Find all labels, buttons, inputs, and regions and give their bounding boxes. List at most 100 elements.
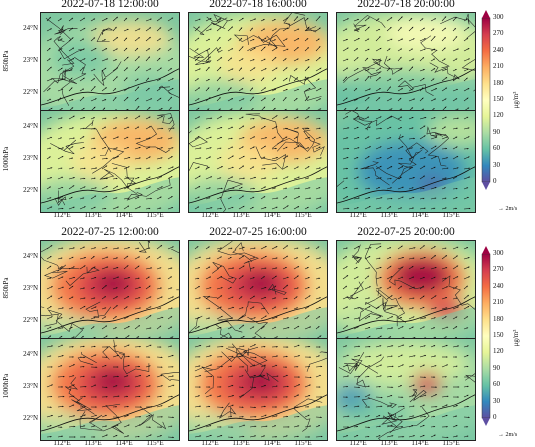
longitude-label: 114°E — [115, 211, 133, 219]
admin-boundaries — [41, 339, 179, 434]
latitude-label: 22°N — [23, 414, 38, 422]
coastline — [189, 68, 327, 106]
colorbar-tick-label: 30 — [493, 160, 500, 169]
panel-title-g2-2: 2022-07-25 20:00:00 — [357, 226, 455, 238]
colorbar-tick-label: 0 — [493, 413, 497, 421]
sea-area — [337, 307, 475, 342]
sea-area — [189, 307, 327, 342]
admin-boundaries — [337, 111, 475, 204]
admin-boundaries — [189, 13, 327, 106]
map-panel — [188, 110, 328, 213]
longitude-label: 115°E — [146, 439, 164, 447]
coastline — [337, 394, 475, 432]
panel-title-g1-2: 2022-07-18 20:00:00 — [357, 0, 455, 10]
wind-ref-label-g2: 2m/s — [505, 432, 518, 438]
map-svg — [189, 111, 327, 212]
latitude-label: 23°N — [23, 56, 38, 64]
colorbar-unit-g2: μg/m³ — [512, 329, 520, 347]
sea-area — [189, 405, 327, 440]
longitude-label: 112°E — [53, 439, 71, 447]
sea-area — [41, 405, 179, 440]
map-panel — [336, 12, 476, 115]
colorbar-gradient-g1 — [481, 10, 491, 190]
coastline — [41, 166, 179, 204]
sea-area — [337, 177, 475, 212]
coastline — [189, 296, 327, 334]
longitude-label: 114°E — [115, 439, 133, 447]
longitude-label: 114°E — [263, 439, 281, 447]
colorbar-tick-label: 0 — [493, 177, 497, 185]
panel-title-g1-0: 2022-07-18 12:00:00 — [61, 0, 159, 10]
map-svg — [189, 241, 327, 342]
latitude-label: 23°N — [23, 382, 38, 390]
longitude-label: 115°E — [294, 439, 312, 447]
map-panel — [188, 240, 328, 343]
map-svg — [337, 13, 475, 114]
wind-vectors — [194, 344, 327, 439]
map-svg — [41, 111, 179, 212]
longitude-label: 114°E — [263, 211, 281, 219]
concentration-blob — [387, 15, 467, 51]
latitude-label: 24°N — [23, 24, 38, 32]
colorbar-tick-label: 150 — [493, 95, 504, 103]
map-panel — [336, 110, 476, 213]
longitude-label: 113°E — [232, 211, 250, 219]
colorbar-extend-bottom — [482, 418, 490, 426]
wind-vectors — [194, 245, 327, 340]
colorbar-tick-label: 210 — [493, 298, 504, 307]
colorbar-extend-top — [482, 10, 490, 18]
coastline — [41, 68, 179, 106]
latitude-label: 22°N — [23, 186, 38, 194]
sea-area — [337, 79, 475, 114]
map-svg — [337, 339, 475, 440]
wind-vectors — [194, 115, 327, 210]
concentration-blob — [243, 271, 279, 295]
wind-ref-label-g1: 2m/s — [505, 206, 518, 212]
colorbar-g2 — [481, 246, 491, 426]
colorbar-g1 — [481, 10, 491, 190]
coastline — [189, 394, 327, 432]
colorbar-tick-label: 270 — [493, 29, 504, 38]
panel-title-g2-0: 2022-07-25 12:00:00 — [61, 226, 159, 238]
coastline — [41, 296, 179, 334]
colorbar-unit-g1: μg/m³ — [512, 91, 520, 109]
map-svg — [189, 13, 327, 114]
admin-boundaries — [41, 113, 179, 206]
concentration-blob — [219, 43, 279, 83]
colorbar-extend-top — [482, 246, 490, 254]
admin-boundaries — [41, 17, 179, 106]
colorbar-tick-label: 30 — [493, 396, 500, 405]
colorbar-tick-label: 240 — [493, 281, 504, 290]
row-label-850-g1: 850hPa — [2, 50, 10, 72]
latitude-label: 22°N — [23, 316, 38, 324]
concentration-blob — [243, 369, 279, 393]
map-svg — [41, 241, 179, 342]
admin-boundaries — [337, 243, 475, 334]
longitude-label: 112°E — [201, 211, 219, 219]
longitude-label: 113°E — [84, 211, 102, 219]
colorbar-tick-label: 210 — [493, 62, 504, 71]
colorbar-gradient-g2 — [481, 246, 491, 426]
longitude-label: 115°E — [442, 439, 460, 447]
sea-area — [41, 177, 179, 212]
longitude-label: 115°E — [442, 211, 460, 219]
longitude-label: 113°E — [232, 439, 250, 447]
sea-area — [41, 307, 179, 342]
row-label-850-g2: 850hPa — [2, 277, 10, 299]
colorbar-fill — [481, 253, 491, 419]
map-svg — [337, 241, 475, 342]
map-panel — [336, 240, 476, 343]
wind-vectors — [46, 16, 179, 112]
wind-vectors — [342, 245, 475, 340]
longitude-label: 112°E — [349, 439, 367, 447]
concentration-blob — [347, 344, 467, 384]
map-panel — [40, 110, 180, 213]
wind-vectors — [46, 344, 179, 439]
row-label-1000-g2: 1000hPa — [2, 373, 10, 399]
map-panel — [40, 12, 180, 115]
colorbar-tick-label: 270 — [493, 265, 504, 274]
map-panel — [188, 12, 328, 115]
coastline — [41, 394, 179, 432]
colorbar-tick-label: 150 — [493, 331, 504, 339]
